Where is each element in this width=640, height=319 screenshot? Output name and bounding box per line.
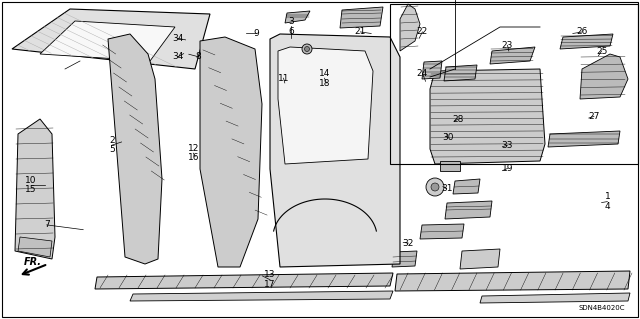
Text: 13
17: 13 17 (264, 271, 276, 289)
Polygon shape (270, 34, 400, 267)
Text: 28: 28 (452, 115, 463, 124)
Bar (390, 4, 638, 164)
Polygon shape (490, 47, 535, 64)
Text: 1
4: 1 4 (605, 192, 610, 211)
Text: 34: 34 (172, 52, 184, 61)
Text: 27: 27 (588, 112, 600, 121)
Polygon shape (430, 69, 545, 164)
Text: 21: 21 (355, 27, 366, 36)
Polygon shape (395, 271, 630, 291)
Circle shape (426, 178, 444, 196)
Text: 3
6: 3 6 (289, 17, 294, 35)
Circle shape (305, 47, 310, 51)
Text: SDN4B4020C: SDN4B4020C (579, 305, 625, 311)
Polygon shape (95, 273, 393, 289)
Text: 34: 34 (172, 34, 184, 43)
Polygon shape (460, 249, 500, 269)
Polygon shape (15, 119, 55, 259)
Circle shape (302, 44, 312, 54)
Polygon shape (580, 54, 628, 99)
Polygon shape (108, 34, 162, 264)
Text: 24: 24 (417, 69, 428, 78)
Polygon shape (420, 224, 464, 239)
Polygon shape (480, 293, 630, 303)
Text: 14
18: 14 18 (319, 69, 330, 87)
Text: 7: 7 (44, 220, 49, 229)
Polygon shape (278, 47, 373, 164)
Text: 31: 31 (441, 184, 452, 193)
Polygon shape (444, 65, 477, 81)
Text: 9: 9 (253, 29, 259, 38)
Text: 25: 25 (596, 47, 607, 56)
Polygon shape (340, 7, 383, 28)
Text: 22: 22 (417, 27, 428, 36)
Polygon shape (445, 201, 492, 219)
Text: 19: 19 (502, 164, 513, 173)
Polygon shape (560, 34, 613, 49)
Text: 11: 11 (278, 74, 289, 83)
Text: 30: 30 (442, 133, 454, 142)
Polygon shape (400, 4, 420, 51)
Text: FR.: FR. (24, 257, 42, 267)
Polygon shape (130, 291, 393, 301)
Polygon shape (40, 21, 175, 61)
Polygon shape (12, 9, 210, 69)
Text: 8: 8 (196, 52, 201, 61)
Text: 23: 23 (502, 41, 513, 50)
Text: 10
15: 10 15 (25, 176, 36, 194)
Text: 32: 32 (403, 239, 414, 248)
Text: 12
16: 12 16 (188, 144, 199, 162)
Circle shape (431, 183, 439, 191)
Polygon shape (200, 37, 262, 267)
Polygon shape (285, 11, 310, 23)
Polygon shape (392, 251, 417, 267)
Polygon shape (422, 61, 442, 79)
Polygon shape (440, 161, 460, 171)
Text: 2
5: 2 5 (109, 136, 115, 154)
Polygon shape (453, 179, 480, 194)
Text: 26: 26 (577, 27, 588, 36)
Polygon shape (548, 131, 620, 147)
Text: 33: 33 (502, 141, 513, 150)
Polygon shape (18, 237, 52, 257)
